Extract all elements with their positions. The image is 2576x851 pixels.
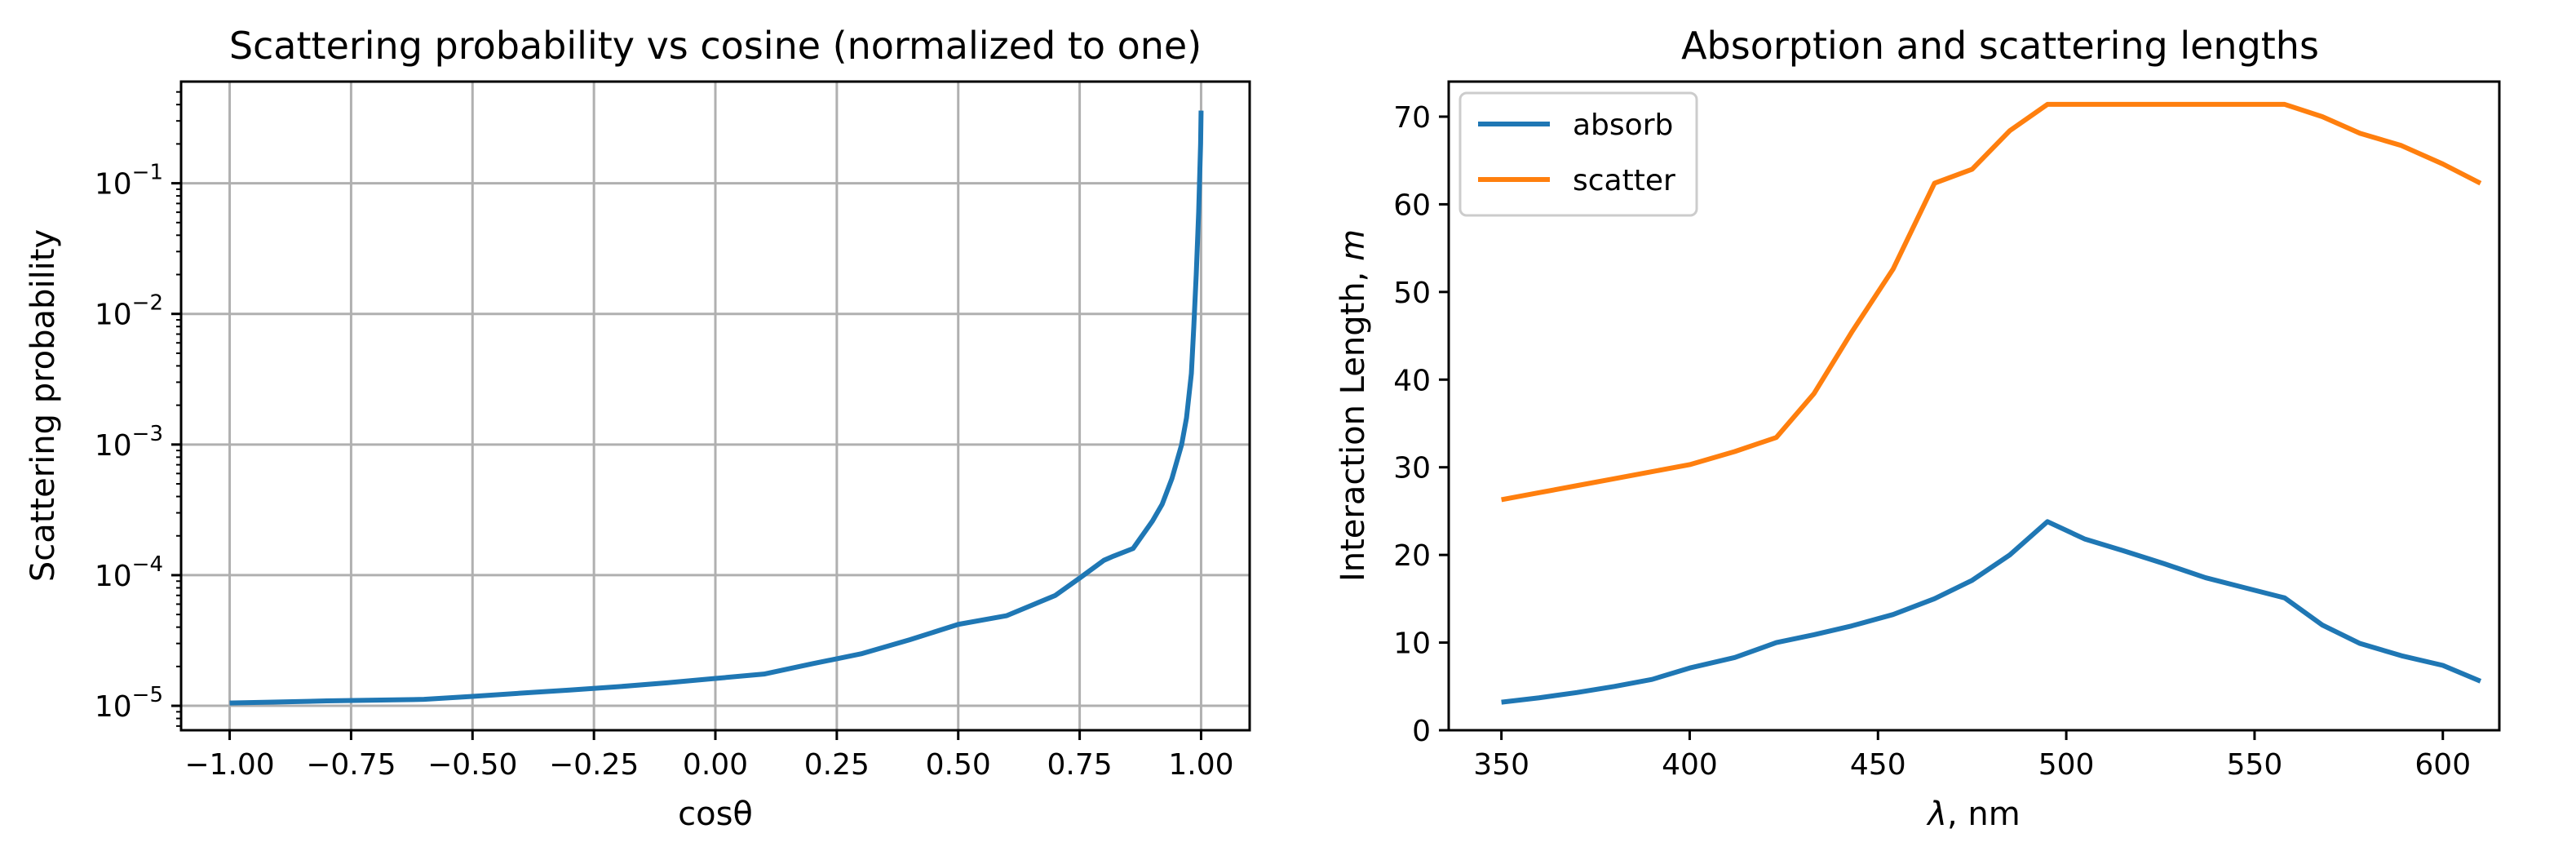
y-tick-label: 10−5: [95, 683, 163, 724]
y-tick-label: 70: [1393, 101, 1431, 135]
y-tick-label: 10−1: [95, 161, 163, 202]
x-tick-label: 450: [1850, 748, 1906, 782]
x-tick-label: −0.75: [306, 748, 396, 782]
series-group: [1501, 101, 2482, 705]
y-tick-label: 30: [1393, 452, 1431, 485]
x-tick-label: −1.00: [184, 748, 274, 782]
x-tick-label: 400: [1662, 748, 1718, 782]
series-group: [229, 110, 1204, 706]
x-axis-ticks: −1.00 −0.75 −0.50 −0.25 0.00 0.25 0.50 0.75 1.00: [184, 730, 1234, 782]
y-axis-label: Interaction Length, m: [1334, 229, 1372, 582]
plot-frame: [1447, 80, 2501, 732]
y-tick-label: 10−2: [95, 291, 163, 332]
y-tick-label: 10: [1393, 627, 1431, 661]
y-tick-label: 40: [1393, 364, 1431, 397]
x-tick-label: 500: [2038, 748, 2095, 782]
grid: [181, 82, 1250, 730]
x-tick-label: 600: [2414, 748, 2471, 782]
x-tick-label: −0.50: [427, 748, 517, 782]
y-tick-label: 10−4: [95, 552, 163, 593]
x-tick-label: 0.00: [683, 748, 748, 782]
y-tick-label: 0: [1412, 715, 1431, 748]
series-line-scatter: [1501, 101, 2482, 503]
y-axis-ticks: 0 10 20 30 40 50 60 70: [1393, 101, 1449, 748]
y-axis-label: Scattering probability: [24, 229, 62, 582]
legend: absorb scatter: [1458, 91, 1698, 217]
x-tick-label: 0.50: [926, 748, 991, 782]
x-axis-ticks: 350 400 450 500 550 600: [1473, 730, 2471, 782]
y-tick-label: 60: [1393, 188, 1431, 222]
scattering-probability-chart: Scattering probability vs cosine (normal…: [24, 24, 1251, 833]
x-tick-label: 350: [1473, 748, 1529, 782]
chart-title: Scattering probability vs cosine (normal…: [229, 24, 1202, 68]
y-tick-label: 20: [1393, 539, 1431, 573]
x-tick-label: 550: [2227, 748, 2283, 782]
x-axis-label: λ, nm: [1926, 796, 2020, 833]
y-axis-ticks: 10−5 10−4 10−3 10−2 10−1: [95, 91, 181, 727]
series-line-scattering-probability: [229, 110, 1204, 706]
x-tick-label: 0.75: [1047, 748, 1113, 782]
legend-label-scatter: scatter: [1573, 164, 1675, 197]
x-tick-label: −0.25: [549, 748, 639, 782]
x-axis-label: cosθ: [678, 796, 753, 833]
y-tick-label: 10−3: [95, 422, 163, 463]
legend-label-absorb: absorb: [1573, 109, 1673, 142]
y-tick-label: 50: [1393, 277, 1431, 310]
x-tick-label: 0.25: [804, 748, 870, 782]
series-line-absorb: [1501, 519, 2482, 705]
x-tick-label: 1.00: [1168, 748, 1233, 782]
chart-title: Absorption and scattering lengths: [1681, 24, 2319, 68]
interaction-lengths-chart: Absorption and scattering lengths 350 400…: [1334, 24, 2501, 833]
